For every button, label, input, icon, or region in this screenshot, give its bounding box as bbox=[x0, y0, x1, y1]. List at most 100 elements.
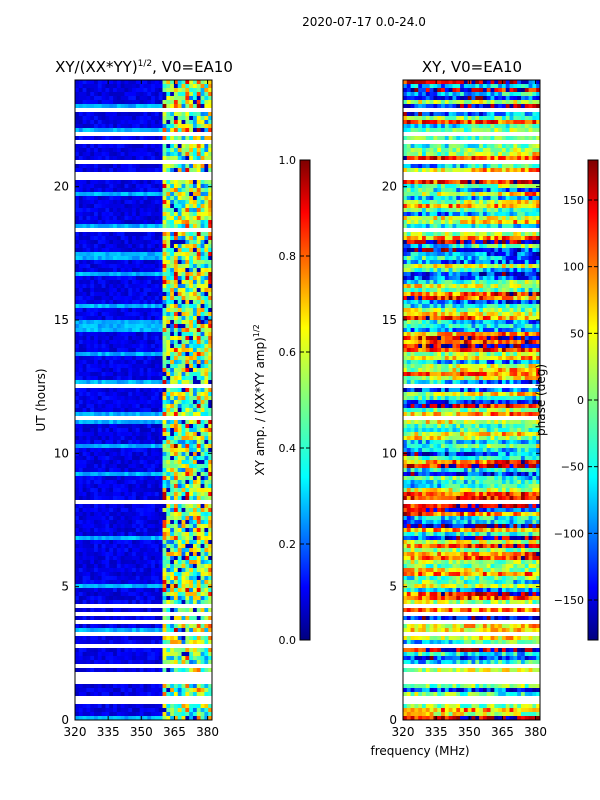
amp-cell bbox=[135, 292, 141, 297]
amp-cell bbox=[162, 208, 167, 213]
amp-cell bbox=[128, 580, 133, 585]
phase-plot-title: XY, V0=EA10 bbox=[422, 58, 522, 76]
amp-cell bbox=[78, 492, 84, 497]
amp-cell bbox=[143, 312, 148, 317]
amp-cell bbox=[166, 432, 171, 437]
amp-cell bbox=[120, 324, 125, 329]
amp-cell bbox=[147, 212, 152, 217]
amp-cell bbox=[113, 428, 118, 433]
amp-cell bbox=[208, 156, 213, 161]
amp-cell bbox=[135, 356, 141, 361]
amp-cell bbox=[82, 456, 87, 461]
amp-cell bbox=[86, 348, 91, 353]
amp-cell bbox=[166, 140, 171, 145]
amp-cell bbox=[75, 120, 80, 125]
amp-cell bbox=[90, 304, 95, 309]
amp-cell bbox=[86, 248, 91, 253]
amp-cell bbox=[208, 492, 213, 497]
amp-cell bbox=[113, 104, 118, 109]
amp-cell bbox=[162, 440, 167, 445]
amp-cell bbox=[177, 316, 182, 321]
amp-cell bbox=[109, 424, 114, 429]
amp-cell bbox=[177, 560, 182, 565]
amp-cell bbox=[109, 616, 114, 621]
amp-cell bbox=[94, 508, 99, 513]
amp-cell bbox=[170, 380, 175, 385]
amp-cell bbox=[162, 488, 167, 493]
amp-cell bbox=[143, 364, 148, 369]
amp-cell bbox=[97, 100, 103, 105]
amp-cell bbox=[75, 220, 80, 225]
amp-cell bbox=[173, 544, 179, 549]
amp-cell bbox=[75, 568, 80, 573]
amp-cell bbox=[154, 576, 160, 581]
amp-cell bbox=[177, 540, 182, 545]
amp-cell bbox=[177, 248, 182, 253]
amp-cell bbox=[113, 320, 118, 325]
amp-cell bbox=[105, 344, 110, 349]
amp-cell bbox=[154, 612, 160, 617]
amp-cell bbox=[154, 352, 160, 357]
amp-cell bbox=[139, 224, 144, 229]
amp-cell bbox=[97, 480, 103, 485]
amp-cell bbox=[116, 476, 122, 481]
amp-cell bbox=[139, 508, 144, 513]
amp-cell bbox=[113, 256, 118, 261]
amp-cell bbox=[208, 316, 213, 321]
amp-cell bbox=[82, 280, 87, 285]
amp-cell bbox=[200, 100, 205, 105]
amp-cell bbox=[135, 388, 141, 393]
amp-cell bbox=[151, 96, 156, 101]
amp-cell bbox=[158, 572, 163, 577]
amp-cell bbox=[78, 136, 84, 141]
amp-cell bbox=[200, 160, 205, 165]
amp-cell bbox=[86, 568, 91, 573]
amp-cell bbox=[173, 88, 179, 93]
amp-cell bbox=[177, 552, 182, 557]
amp-cell bbox=[185, 572, 190, 577]
amp-cell bbox=[170, 520, 175, 525]
amp-cell bbox=[128, 296, 133, 301]
amp-cell bbox=[75, 456, 80, 461]
amp-cell bbox=[166, 252, 171, 257]
amp-cell bbox=[170, 176, 175, 181]
amp-cell bbox=[135, 524, 141, 529]
amp-cell bbox=[154, 84, 160, 89]
amp-cell bbox=[162, 112, 167, 117]
amp-cell bbox=[147, 516, 152, 521]
amp-cell bbox=[75, 324, 80, 329]
amp-cell bbox=[147, 120, 152, 125]
amp-cell bbox=[97, 560, 103, 565]
amp-cell bbox=[132, 376, 137, 381]
amp-cell bbox=[181, 104, 186, 109]
amp-cell bbox=[208, 508, 213, 513]
amp-cell bbox=[204, 504, 209, 509]
amp-cell bbox=[181, 200, 186, 205]
amp-cell bbox=[120, 540, 125, 545]
amp-cell bbox=[113, 340, 118, 345]
amp-cell bbox=[170, 268, 175, 273]
amp-cell bbox=[109, 256, 114, 261]
amp-cell bbox=[185, 552, 190, 557]
amp-cell bbox=[97, 108, 103, 113]
amp-cell bbox=[86, 296, 91, 301]
amp-cell bbox=[196, 344, 201, 349]
amp-cell bbox=[200, 380, 205, 385]
amp-cell bbox=[181, 264, 186, 269]
amp-cell bbox=[208, 552, 213, 557]
amp-cell bbox=[97, 440, 103, 445]
amp-cell bbox=[154, 136, 160, 141]
amp-cell bbox=[177, 292, 182, 297]
amp-cell bbox=[101, 344, 106, 349]
amp-cell bbox=[113, 348, 118, 353]
amp-cell bbox=[132, 296, 137, 301]
amp-cell bbox=[101, 408, 106, 413]
amp-cell bbox=[109, 160, 114, 165]
amp-cell bbox=[196, 532, 201, 537]
amp-cell bbox=[204, 476, 209, 481]
amp-cell bbox=[200, 124, 205, 129]
amp-cell bbox=[132, 472, 137, 477]
amp-cell bbox=[90, 260, 95, 265]
amp-cell bbox=[204, 392, 209, 397]
amp-cell bbox=[158, 428, 163, 433]
